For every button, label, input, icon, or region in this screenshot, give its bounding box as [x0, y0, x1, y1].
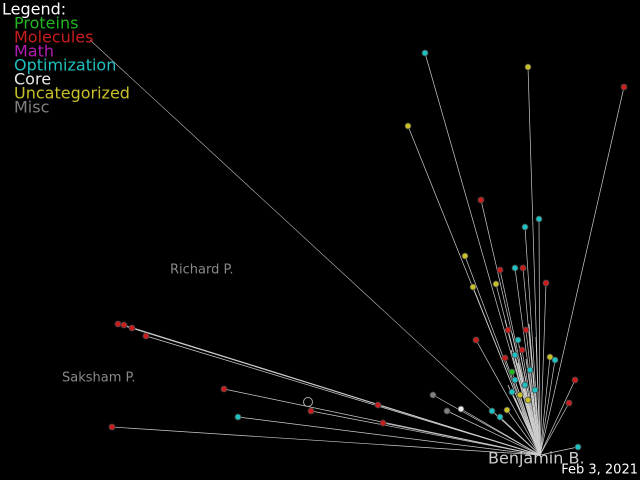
node — [120, 321, 128, 329]
node — [379, 419, 387, 427]
node — [551, 356, 559, 364]
edge — [377, 404, 541, 456]
legend-item: Molecules — [14, 28, 93, 47]
node — [477, 196, 485, 204]
edge — [514, 267, 541, 456]
date: Feb 3, 2021 — [561, 463, 638, 478]
node — [524, 396, 532, 404]
node — [307, 407, 315, 415]
node — [429, 391, 437, 399]
node — [374, 401, 382, 409]
node — [504, 326, 512, 334]
edge — [511, 391, 541, 456]
node — [535, 215, 543, 223]
edge — [475, 339, 541, 456]
node — [526, 366, 534, 374]
node — [234, 413, 242, 421]
nodes — [108, 49, 628, 451]
legend-item: Optimization — [14, 56, 116, 75]
edge — [237, 416, 541, 456]
edge — [89, 39, 541, 456]
edge — [539, 379, 576, 456]
legend-item: Uncategorized — [14, 84, 130, 103]
node — [220, 385, 228, 393]
node — [574, 443, 582, 451]
user-label: Richard P. — [170, 263, 233, 278]
node — [469, 283, 477, 291]
node — [501, 354, 509, 362]
node — [522, 326, 530, 334]
user-label: Saksham P. — [62, 371, 135, 386]
node — [511, 264, 519, 272]
node — [488, 407, 496, 415]
node — [514, 336, 522, 344]
node — [516, 391, 524, 399]
node — [496, 266, 504, 274]
node — [496, 413, 504, 421]
node — [457, 405, 465, 413]
edge — [539, 356, 551, 456]
node — [404, 122, 412, 130]
node — [108, 423, 116, 431]
edge — [499, 416, 541, 456]
edge — [506, 409, 541, 456]
node — [128, 324, 136, 332]
legend-item: Core — [14, 70, 51, 89]
node — [531, 386, 539, 394]
node — [620, 83, 628, 91]
node — [503, 406, 511, 414]
node — [492, 280, 500, 288]
node — [303, 397, 313, 407]
node — [542, 279, 550, 287]
edge — [460, 408, 541, 456]
edge — [539, 359, 556, 456]
legend-item: Math — [14, 42, 54, 61]
edge — [524, 226, 541, 456]
edge — [538, 218, 541, 456]
edge — [310, 410, 541, 456]
user-label: Benjamin B. — [488, 449, 585, 468]
legend-title: Legend: — [2, 0, 66, 19]
node — [508, 388, 516, 396]
edge — [472, 286, 541, 456]
node — [571, 376, 579, 384]
edge — [424, 52, 541, 456]
node — [524, 63, 532, 71]
node — [518, 346, 526, 354]
legend-item: Misc — [14, 98, 49, 117]
edge — [534, 389, 541, 456]
node — [521, 381, 529, 389]
edge — [522, 267, 541, 456]
edge — [507, 329, 541, 456]
node — [521, 223, 529, 231]
node — [461, 252, 469, 260]
edge — [145, 335, 541, 456]
edge — [539, 446, 579, 456]
legend-item: Proteins — [14, 14, 78, 33]
edge — [539, 282, 547, 456]
node — [508, 368, 516, 376]
edge — [111, 426, 541, 456]
legend: ProteinsMoleculesMathOptimizationCoreUnc… — [14, 14, 130, 117]
edge — [480, 199, 541, 456]
edge — [446, 410, 541, 456]
node — [511, 376, 519, 384]
node — [472, 336, 480, 344]
edge — [464, 255, 541, 456]
edge — [382, 422, 541, 456]
node — [546, 353, 554, 361]
edge — [539, 86, 625, 456]
node — [519, 264, 527, 272]
edge — [539, 402, 570, 456]
node — [142, 332, 150, 340]
node — [511, 351, 519, 359]
node — [114, 320, 122, 328]
edge — [511, 371, 541, 456]
node — [421, 49, 429, 57]
node — [443, 407, 451, 415]
node — [565, 399, 573, 407]
